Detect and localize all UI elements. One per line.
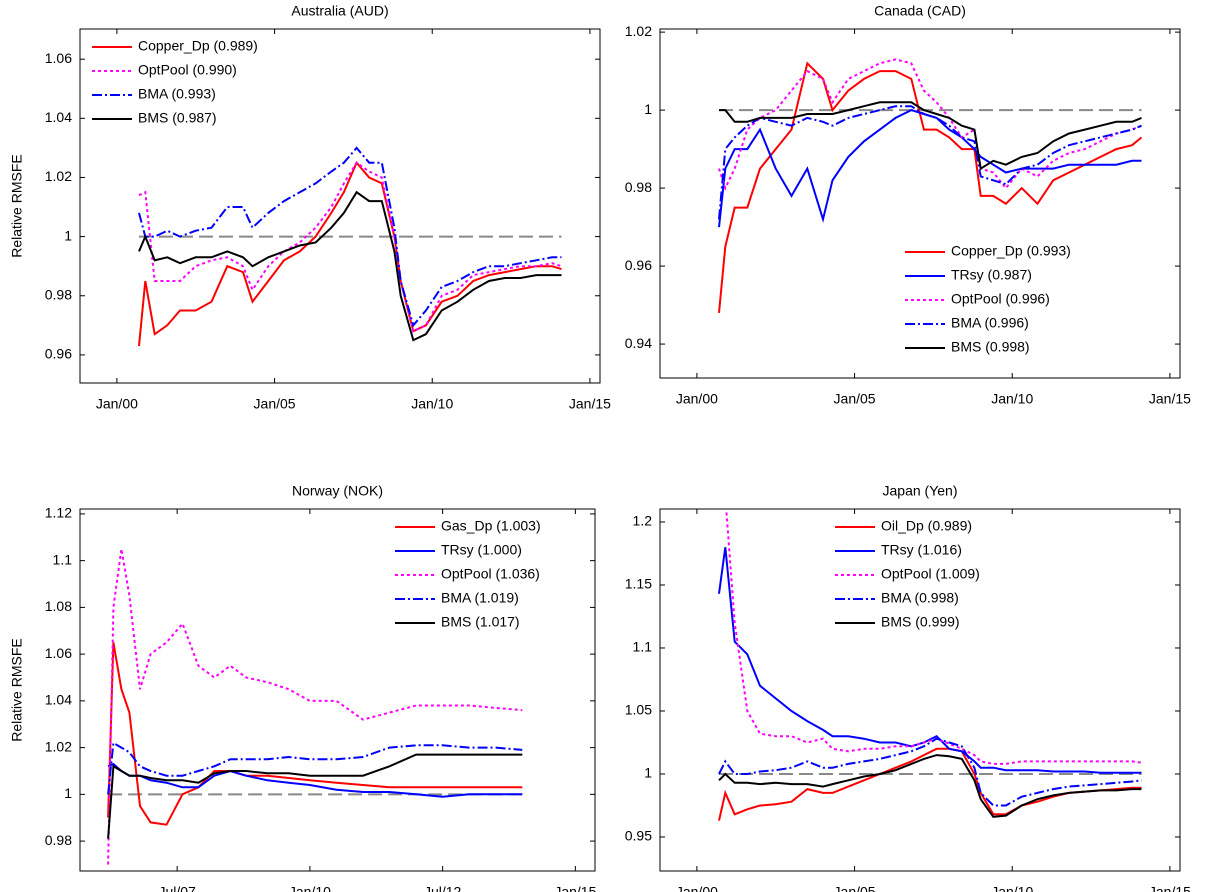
- x-tick-label: Jan/05: [834, 884, 876, 892]
- y-tick-label: 0.95: [625, 828, 652, 844]
- legend-label: BMS (1.017): [441, 614, 520, 630]
- legend-label: Copper_Dp (0.993): [951, 243, 1071, 259]
- series-group: [718, 58, 1143, 313]
- y-tick-label: 0.98: [625, 179, 652, 195]
- legend-label: OptPool (1.009): [881, 566, 980, 582]
- x-tick-label: Jan/05: [254, 396, 296, 412]
- legend-label: TRsy (1.016): [881, 542, 962, 558]
- y-tick-label: 1.05: [625, 702, 652, 718]
- y-tick-label: 1.04: [45, 692, 72, 708]
- y-tick-label: 0.98: [45, 286, 72, 302]
- y-tick-label: 1: [644, 101, 652, 117]
- y-tick-label: 0.98: [45, 832, 72, 848]
- x-tick-label: Jan/15: [1149, 884, 1191, 892]
- series-line: [107, 753, 523, 839]
- y-tick-label: 1.06: [45, 645, 72, 661]
- plot-frame: [659, 508, 1181, 872]
- x-tick-label: Jan/10: [991, 884, 1033, 892]
- legend-label: BMA (1.019): [441, 590, 519, 606]
- series-line: [718, 58, 1142, 191]
- legend-label: Oil_Dp (0.989): [881, 518, 972, 534]
- legend-label: TRsy (0.987): [951, 267, 1032, 283]
- x-tick-label: Jan/00: [676, 884, 718, 892]
- x-tick-label: Jan/10: [411, 396, 453, 412]
- legend-label: BMS (0.999): [881, 614, 960, 630]
- y-tick-label: 1.2: [633, 513, 653, 529]
- y-tick-label: 1.02: [45, 168, 72, 184]
- subplot: Japan (Yen) 0.95 1 1.05 1.1 1.15 1.2 Jan/00 Jan/…: [625, 483, 1191, 892]
- legend-label: BMS (0.987): [138, 110, 217, 126]
- plot-frame: [659, 28, 1181, 379]
- x-tick-label: Jan/00: [96, 396, 138, 412]
- y-tick-label: 1.1: [53, 551, 73, 567]
- chart-title: Australia (AUD): [291, 3, 388, 19]
- x-tick-label: Jan/15: [569, 396, 611, 412]
- series-line: [718, 737, 1142, 807]
- x-tick-label: Jan/05: [834, 391, 876, 407]
- series-group: [138, 146, 562, 347]
- x-tick-label: Jul/07: [158, 884, 196, 892]
- series-line: [138, 190, 562, 342]
- x-tick-label: Jan/15: [554, 884, 596, 892]
- series-line: [107, 642, 523, 826]
- subplot: Canada (CAD) 0.94 0.96 0.98 1 1.02 Jan/00 Jan/0…: [625, 3, 1191, 407]
- y-tick-label: 1.02: [625, 23, 652, 39]
- y-tick-label: 1.12: [45, 505, 72, 521]
- y-tick-label: 1.1: [633, 639, 653, 655]
- y-tick-label: 1.08: [45, 598, 72, 614]
- legend-label: Gas_Dp (1.003): [441, 518, 541, 534]
- legend-label: TRsy (1.000): [441, 542, 522, 558]
- series-line: [725, 509, 1142, 765]
- y-tick-label: 1.04: [45, 109, 72, 125]
- x-tick-label: Jan/00: [676, 391, 718, 407]
- y-tick-label: 1.06: [45, 50, 72, 66]
- y-tick-label: 0.94: [625, 335, 652, 351]
- chart-title: Norway (NOK): [292, 483, 383, 499]
- legend-label: Copper_Dp (0.989): [138, 38, 258, 54]
- series-line: [718, 105, 1142, 220]
- legend-label: BMA (0.996): [951, 315, 1029, 331]
- x-tick-label: Jan/15: [1149, 391, 1191, 407]
- y-tick-label: 1.15: [625, 576, 652, 592]
- legend-label: BMS (0.998): [951, 339, 1030, 355]
- series-line: [138, 146, 562, 328]
- y-tick-label: 1: [64, 227, 72, 243]
- x-tick-label: Jan/10: [289, 884, 331, 892]
- y-tick-label: 1.02: [45, 738, 72, 754]
- subplot: Australia (AUD) Relative RMSFE 0.96 0.98 1 1.…: [9, 3, 611, 412]
- series-line: [107, 741, 523, 795]
- y-axis-label: Relative RMSFE: [9, 638, 25, 741]
- y-tick-label: 0.96: [45, 346, 72, 362]
- legend-label: OptPool (1.036): [441, 566, 540, 582]
- legend-label: BMA (0.993): [138, 86, 216, 102]
- series-line: [719, 101, 1142, 171]
- plot-frame: [79, 28, 601, 384]
- series-line: [138, 160, 562, 347]
- series-line: [718, 747, 1142, 821]
- series-group: [718, 509, 1142, 821]
- x-tick-label: Jan/10: [991, 391, 1033, 407]
- y-tick-label: 0.96: [625, 257, 652, 273]
- y-tick-label: 1: [644, 765, 652, 781]
- plot-frame: [79, 508, 596, 872]
- series-group: [107, 548, 523, 865]
- legend-label: OptPool (0.990): [138, 62, 237, 78]
- chart-title: Japan (Yen): [883, 483, 958, 499]
- y-axis-label: Relative RMSFE: [9, 154, 25, 257]
- subplot: Norway (NOK) Relative RMSFE 0.98 1 1.02 1.04 1…: [9, 483, 597, 892]
- series-line: [107, 548, 523, 865]
- series-line: [718, 61, 1143, 313]
- series-line: [138, 161, 562, 333]
- legend-label: OptPool (0.996): [951, 291, 1050, 307]
- legend-label: BMA (0.998): [881, 590, 959, 606]
- y-tick-label: 1: [64, 785, 72, 801]
- x-tick-label: Jul/12: [424, 884, 462, 892]
- series-line: [718, 754, 1142, 818]
- chart-title: Canada (CAD): [874, 3, 966, 19]
- series-line: [718, 547, 1142, 774]
